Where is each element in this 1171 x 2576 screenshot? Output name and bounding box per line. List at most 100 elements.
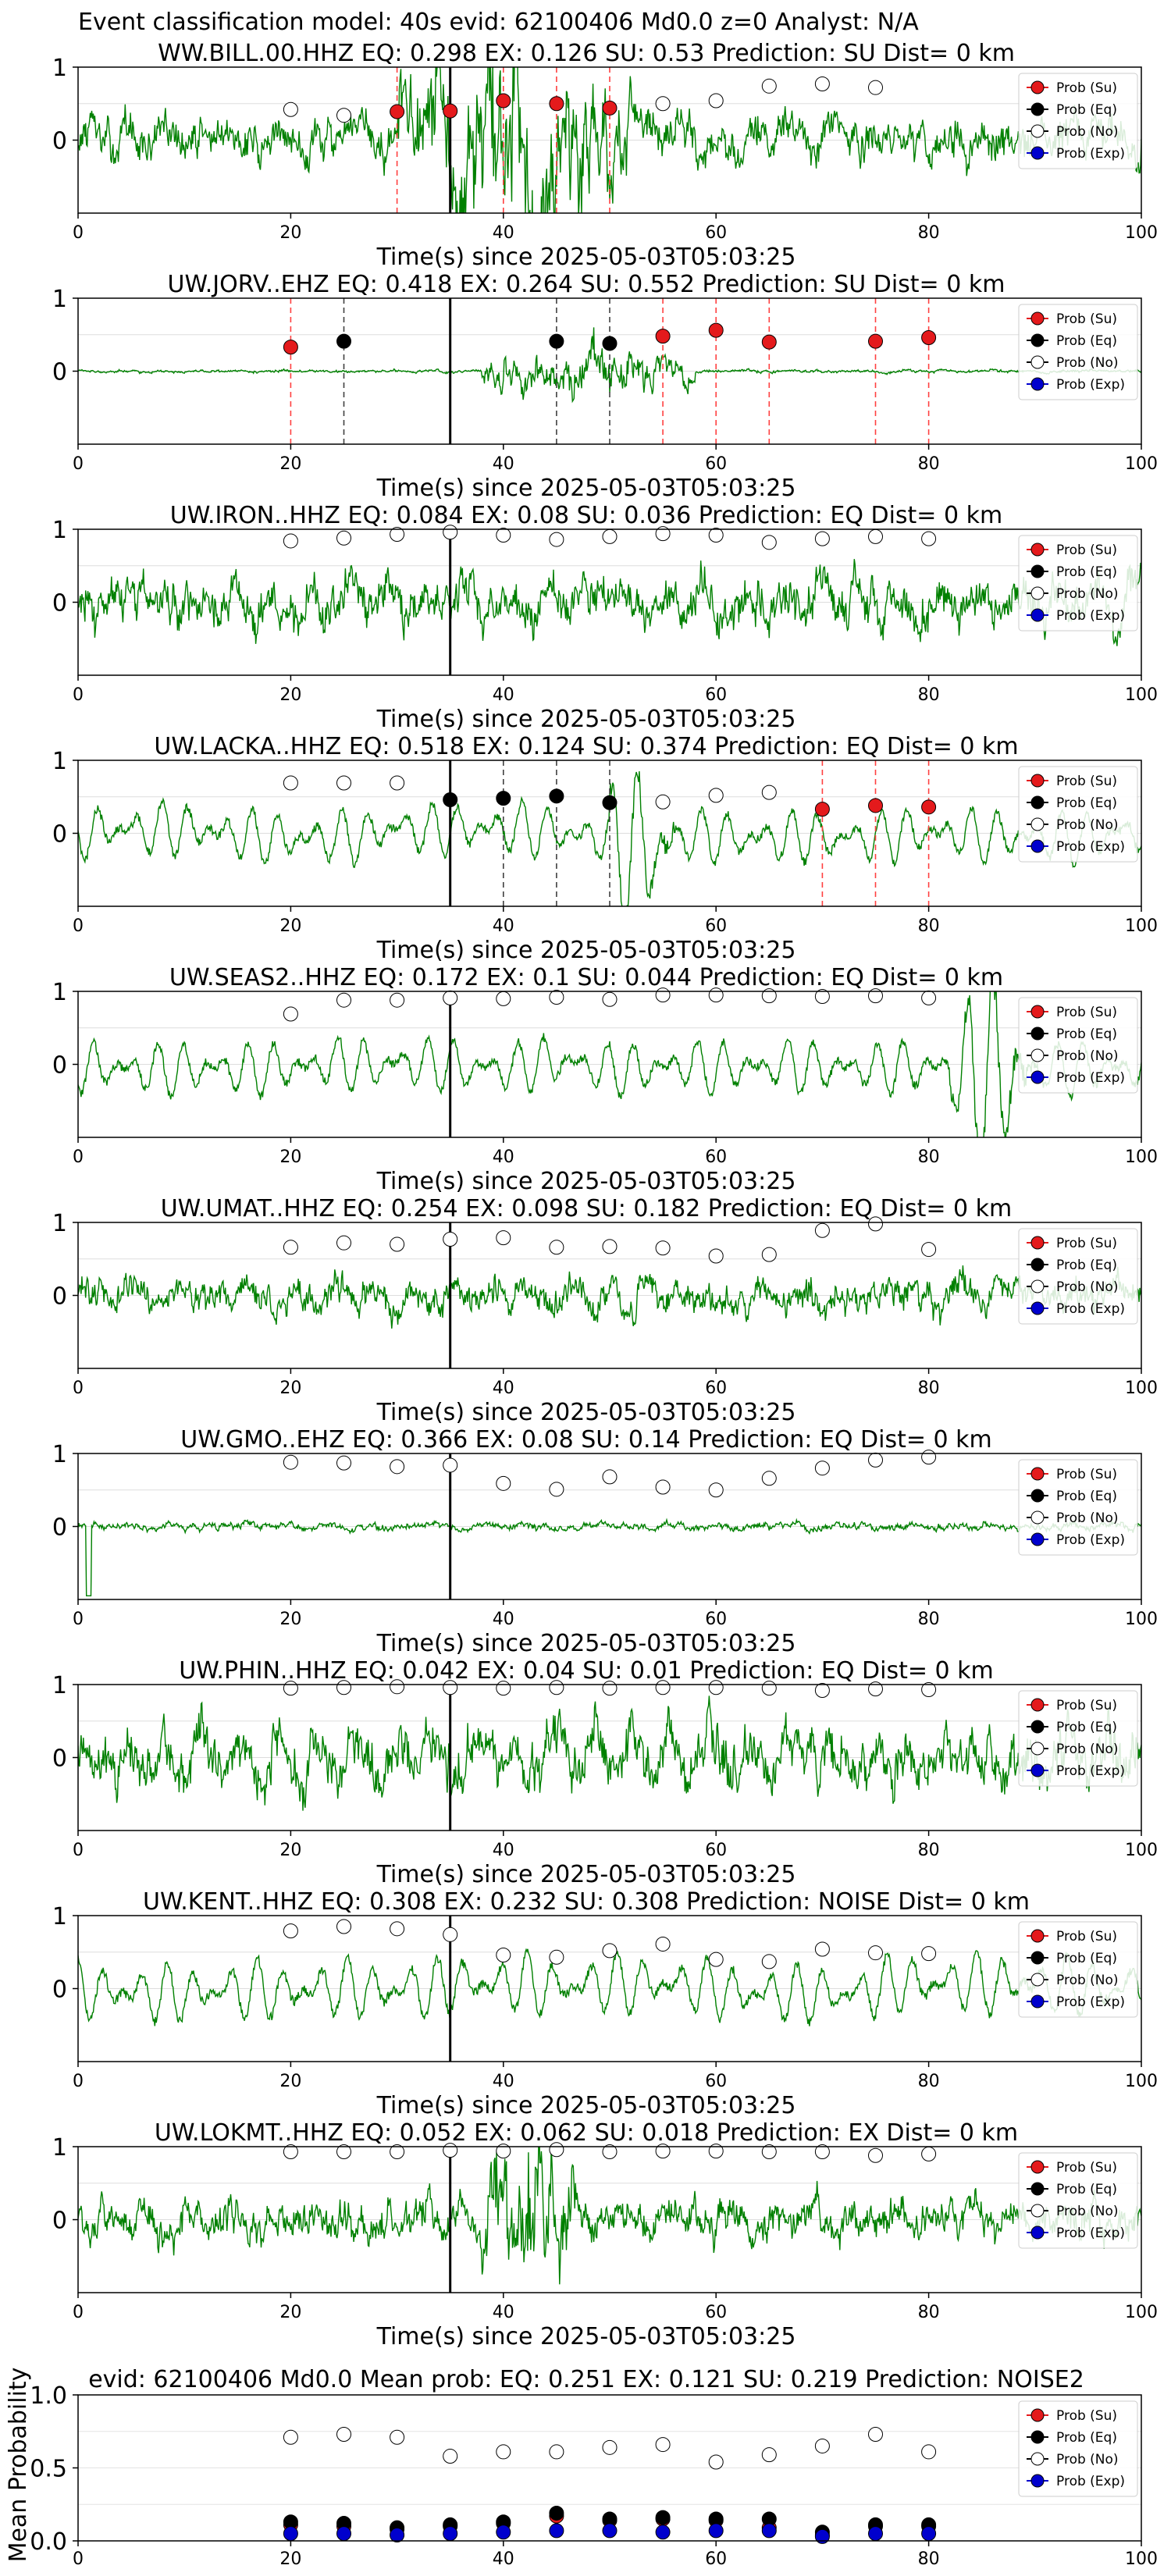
prob-marker-no: [921, 1682, 937, 1698]
legend-label-su: Prob (Su): [1056, 80, 1117, 96]
x-tick-label: 20: [279, 2303, 301, 2322]
prob-marker-no: [390, 992, 405, 1008]
legend-marker-no: [1030, 586, 1045, 600]
prob-marker-no: [283, 775, 298, 791]
x-tick-label: 0: [73, 2072, 84, 2091]
prob-marker-no: [549, 1949, 564, 1965]
x-tick-label: 20: [279, 1610, 301, 1629]
prob-marker-no: [496, 1947, 511, 1962]
x-tick-label: 0: [73, 1841, 84, 1860]
legend-marker-su: [1030, 1005, 1045, 1019]
x-tick-label: 80: [918, 1147, 940, 1167]
legend-marker-no: [1030, 1048, 1045, 1062]
prob-marker-no: [336, 1455, 351, 1471]
waveform-trace: [78, 1517, 1141, 1597]
mean-marker-no: [761, 2447, 777, 2463]
legend-label-no: Prob (No): [1056, 355, 1119, 371]
prob-marker-no: [921, 531, 937, 546]
prob-marker-su: [602, 100, 618, 116]
x-axis-label: Time(s) since 2025-05-03T05:03:25: [376, 1861, 796, 1888]
waveform-trace: [78, 1948, 1141, 2026]
legend-label-no: Prob (No): [1056, 1048, 1119, 1064]
y-tick-label: 1: [52, 748, 67, 775]
prob-marker-no: [443, 1232, 458, 1247]
prob-marker-no: [761, 535, 777, 550]
prob-marker-no: [921, 1450, 937, 1465]
mean-marker-eq: [549, 2505, 564, 2521]
prob-marker-no: [443, 1457, 458, 1473]
prob-marker-no: [868, 1945, 883, 1961]
legend-box: [1018, 73, 1138, 169]
y-tick-label: 1: [52, 517, 67, 544]
prob-marker-no: [336, 1919, 351, 1934]
mean-marker-no: [655, 2437, 671, 2453]
prob-marker-no: [443, 525, 458, 540]
prob-marker-no: [283, 1240, 298, 1255]
prob-marker-no: [655, 794, 671, 809]
prob-marker-no: [814, 1222, 830, 1238]
legend-label-no: Prob (No): [1056, 586, 1119, 602]
legend-marker-exp: [1030, 2474, 1045, 2488]
y-tick-label: 0: [52, 1745, 67, 1773]
legend-label-exp: Prob (Exp): [1056, 1532, 1125, 1548]
x-tick-label: 20: [279, 1379, 301, 1398]
legend-box: [1018, 304, 1138, 400]
prob-marker-su: [496, 93, 511, 109]
legend-marker-su: [1030, 774, 1045, 788]
x-tick-label: 60: [705, 223, 727, 243]
mean-marker-no: [921, 2444, 937, 2460]
prob-marker-no: [868, 1452, 883, 1468]
prob-marker-no: [761, 988, 777, 1004]
x-tick-label: 40: [493, 916, 514, 936]
prob-marker-eq: [496, 791, 511, 806]
legend-marker-eq: [1030, 1489, 1045, 1503]
prob-marker-su: [921, 799, 937, 815]
x-tick-label: 40: [493, 2549, 514, 2569]
mean-marker-no: [814, 2438, 830, 2453]
legend-label-exp: Prob (Exp): [1056, 377, 1125, 393]
legend-marker-no: [1030, 1510, 1045, 1525]
legend-marker-eq: [1030, 564, 1045, 578]
x-tick-label: 100: [1125, 1379, 1158, 1398]
y-axis-label: Mean Probability: [5, 2368, 32, 2563]
prob-marker-no: [708, 1482, 724, 1498]
prob-marker-no: [602, 1681, 618, 1696]
x-tick-label: 20: [279, 1147, 301, 1167]
y-tick-label: 1: [52, 1210, 67, 1237]
legend-marker-su: [1030, 1929, 1045, 1943]
x-tick-label: 0: [73, 223, 84, 243]
x-tick-label: 60: [705, 1841, 727, 1860]
panel-title: evid: 62100406 Md0.0 Mean prob: EQ: 0.25…: [88, 2366, 1084, 2393]
panel-title: WW.BILL.00.HHZ EQ: 0.298 EX: 0.126 SU: 0…: [158, 40, 1015, 67]
prob-marker-no: [814, 76, 830, 92]
prob-marker-no: [336, 775, 351, 791]
prob-marker-no: [761, 785, 777, 800]
legend-marker-su: [1030, 80, 1045, 94]
prob-marker-no: [390, 1921, 405, 1937]
panel-6: UW.UMAT..HHZ EQ: 0.254 EX: 0.098 SU: 0.1…: [52, 1195, 1158, 1426]
prob-marker-no: [814, 1682, 830, 1698]
prob-marker-no: [761, 1681, 777, 1696]
legend-marker-no: [1030, 1279, 1045, 1293]
legend-marker-eq: [1030, 333, 1045, 347]
legend-label-exp: Prob (Exp): [1056, 2226, 1125, 2241]
y-tick-label: 0: [52, 359, 67, 386]
prob-marker-no: [549, 1680, 564, 1695]
x-axis-label: Time(s) since 2025-05-03T05:03:25: [376, 244, 796, 271]
panel-3: UW.IRON..HHZ EQ: 0.084 EX: 0.08 SU: 0.03…: [52, 502, 1158, 733]
x-tick-label: 20: [279, 454, 301, 474]
prob-marker-no: [868, 988, 883, 1004]
prob-marker-su: [868, 333, 883, 349]
prob-marker-no: [283, 1006, 298, 1022]
legend-label-eq: Prob (Eq): [1056, 2182, 1117, 2197]
mean-marker-no: [549, 2444, 564, 2460]
prob-marker-su: [708, 322, 724, 338]
prob-marker-no: [708, 1248, 724, 1264]
x-tick-label: 20: [279, 223, 301, 243]
x-tick-label: 40: [493, 454, 514, 474]
panel-title: UW.LOKMT..HHZ EQ: 0.052 EX: 0.062 SU: 0.…: [155, 2119, 1018, 2147]
y-tick-label: 1: [52, 286, 67, 313]
legend-box: [1018, 2400, 1138, 2497]
legend-label-exp: Prob (Exp): [1056, 1070, 1125, 1086]
legend-label-no: Prob (No): [1056, 1510, 1119, 1526]
